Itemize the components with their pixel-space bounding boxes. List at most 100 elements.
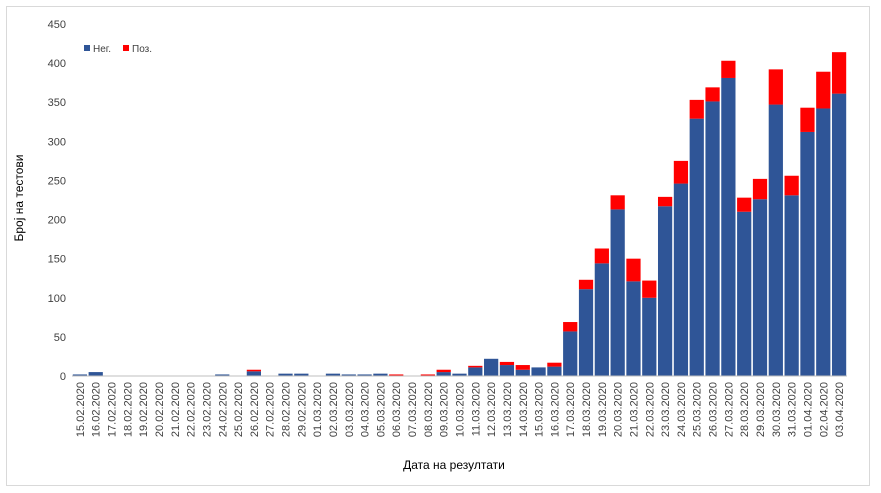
y-tick-label: 300 [48,136,66,148]
bar-negative [705,101,720,376]
bar-negative [737,211,752,376]
x-tick-label: 27.03.2020 [723,382,735,437]
x-tick-label: 25.03.2020 [692,382,704,437]
bar-negative [578,289,594,376]
x-tick-label: 01.04.2020 [802,382,814,437]
y-tick-label: 100 [48,293,66,305]
bar-negative [594,263,609,376]
bar-negative [515,369,530,376]
bar-negative [468,367,483,376]
bar-negative [531,367,546,376]
x-tick-label: 20.03.2020 [613,382,625,437]
x-axis-title: Дата на резултати [403,458,505,472]
x-tick-label: 01.03.2020 [312,382,324,437]
x-tick-label: 20.02.2020 [154,382,166,437]
legend: Нег. Поз. [84,44,152,55]
bar-positive [610,195,625,210]
x-tick-label: 22.02.2020 [186,382,198,437]
x-tick-label: 18.02.2020 [122,382,134,437]
x-tick-label: 16.03.2020 [549,382,561,437]
x-tick-label: 19.02.2020 [138,382,150,437]
x-tick-label: 19.03.2020 [597,382,609,437]
legend-label-neg: Нег. [93,44,111,55]
bar-positive [689,99,704,119]
x-tick-label: 06.03.2020 [391,382,403,437]
x-tick-label: 12.03.2020 [486,382,498,437]
bar-negative [88,372,103,376]
bar-positive [800,107,815,132]
bar-negative [436,372,451,376]
y-tick-label: 50 [54,332,66,344]
bar-positive [784,175,799,196]
bar-positive [737,197,752,212]
bar-negative [721,77,736,376]
x-tick-label: 07.03.2020 [407,382,419,437]
x-tick-label: 21.02.2020 [170,382,182,437]
x-axis-ticks: 15.02.2020 16.02.2020 17.02.2020 18.02.2020… [75,382,846,437]
x-tick-label: 04.03.2020 [360,382,372,437]
bar-negative [357,374,372,376]
bar-positive [436,369,451,373]
bar-negative [768,104,783,376]
bar-negative [610,209,625,376]
bar-negative [657,206,673,376]
bar-negative [325,373,341,376]
bar-negative [642,297,657,376]
x-tick-label: 14.03.2020 [518,382,530,437]
x-tick-label: 02.03.2020 [328,382,340,437]
bar-negative [294,373,309,376]
bar-negative [72,374,88,376]
legend-label-pos: Поз. [132,44,152,55]
bar-positive [389,374,404,376]
bar-negative [215,374,230,376]
bar-positive [515,365,530,370]
bar-positive [816,71,831,109]
y-tick-label: 350 [48,97,66,109]
x-tick-label: 03.04.2020 [834,382,846,437]
x-tick-label: 26.02.2020 [249,382,261,437]
bar-negative [752,199,768,376]
x-tick-label: 24.03.2020 [676,382,688,437]
x-tick-label: 23.03.2020 [660,382,672,437]
bar-positive [642,280,657,298]
x-tick-label: 09.03.2020 [439,382,451,437]
bar-negative [499,365,515,376]
x-tick-label: 31.03.2020 [787,382,799,437]
x-tick-label: 11.03.2020 [470,382,482,436]
bar-positive [547,362,562,367]
x-tick-label: 29.02.2020 [296,382,308,437]
bar-negative [689,118,704,377]
bar-negative [373,373,388,376]
bar-negative [563,331,578,376]
x-tick-label: 15.02.2020 [75,382,87,437]
x-tick-label: 25.02.2020 [233,382,245,437]
x-tick-label: 02.04.2020 [818,382,830,437]
y-tick-label: 200 [48,215,66,227]
bar-negative [816,108,831,376]
x-tick-label: 15.03.2020 [534,382,546,437]
bar-positive [499,361,515,366]
bar-negative [800,131,815,376]
x-tick-label: 21.03.2020 [628,382,640,437]
x-tick-label: 22.03.2020 [644,382,656,437]
x-tick-label: 30.03.2020 [771,382,783,437]
y-axis-ticks: 0 50 100 150 200 250 300 350 400 450 [48,19,66,383]
bar-negative [547,366,562,376]
bar-positive [420,374,435,376]
bar-positive [246,369,261,372]
bar-positive [563,322,578,332]
bar-positive [721,60,736,78]
y-tick-label: 0 [60,371,66,383]
y-tick-label: 450 [48,19,66,31]
bar-positive [673,160,689,184]
bar-positive [752,178,768,200]
bar-positive [578,279,594,290]
x-tick-label: 03.03.2020 [344,382,356,437]
bar-positive [468,365,483,368]
legend-swatch-pos [123,45,129,51]
x-tick-label: 28.02.2020 [281,382,293,437]
bar-negative [626,281,641,376]
y-tick-label: 250 [48,175,66,187]
x-tick-label: 29.03.2020 [755,382,767,437]
